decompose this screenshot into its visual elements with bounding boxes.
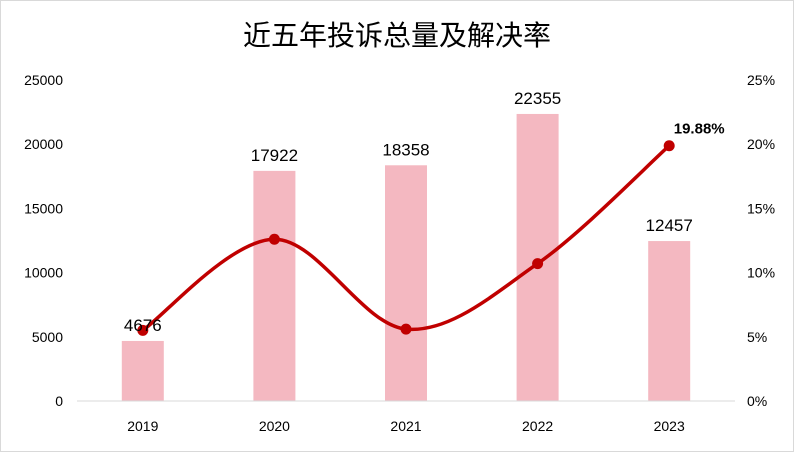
bar-data-label: 22355	[514, 89, 561, 108]
bar-data-label: 12457	[646, 216, 693, 235]
bar	[121, 340, 164, 401]
right-axis: 0% 5% 10% 15% 20% 25%	[747, 72, 775, 409]
left-tick-label: 5000	[32, 329, 63, 345]
right-tick-label: 20%	[747, 136, 775, 152]
line-point	[268, 233, 280, 245]
x-tick-label: 2020	[259, 418, 290, 434]
x-tick-label: 2019	[127, 418, 158, 434]
line-point	[532, 258, 544, 270]
right-tick-label: 0%	[747, 393, 767, 409]
bar-data-label: 17922	[251, 146, 298, 165]
line-series: 19.88%	[137, 121, 725, 336]
left-axis: 0 5000 10000 15000 20000 25000	[24, 72, 63, 409]
bar-data-label: 4676	[124, 316, 162, 335]
bar	[253, 170, 296, 401]
x-tick-label: 2021	[390, 418, 421, 434]
right-tick-label: 25%	[747, 72, 775, 88]
bar-data-label: 18358	[382, 140, 429, 159]
bar	[516, 113, 559, 402]
right-tick-label: 5%	[747, 329, 767, 345]
left-tick-label: 0	[55, 393, 63, 409]
right-tick-label: 15%	[747, 200, 775, 216]
x-axis: 2019 2020 2021 2022 2023	[127, 418, 685, 434]
x-tick-label: 2022	[522, 418, 553, 434]
line-data-label: 19.88%	[674, 121, 725, 138]
left-tick-label: 10000	[24, 265, 63, 281]
line-point	[400, 323, 412, 335]
bar	[385, 165, 427, 401]
line-point	[663, 140, 675, 152]
left-tick-label: 15000	[24, 200, 63, 216]
bar-data-labels: 4676 17922 18358 22355 12457	[124, 89, 693, 335]
bar	[648, 241, 691, 401]
left-tick-label: 20000	[24, 136, 63, 152]
left-tick-label: 25000	[24, 72, 63, 88]
x-tick-label: 2023	[654, 418, 685, 434]
chart-title: 近五年投诉总量及解决率	[243, 19, 551, 52]
right-tick-label: 10%	[747, 265, 775, 281]
line-point	[137, 324, 149, 336]
bar-series	[121, 113, 691, 402]
